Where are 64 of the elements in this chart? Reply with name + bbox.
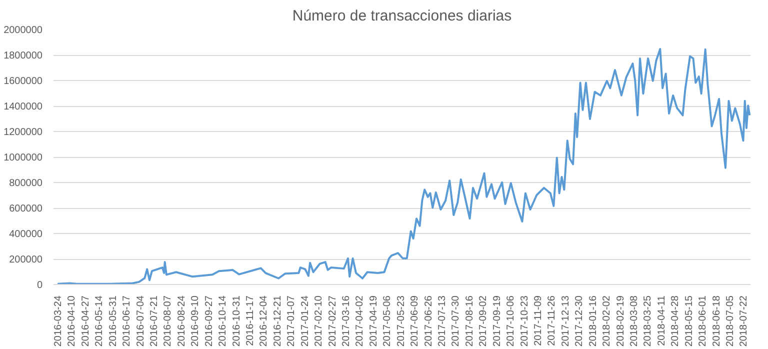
x-tick-label: 2018-03-08: [629, 295, 640, 347]
x-tick-label: 2016-05-31: [108, 295, 119, 347]
y-tick-label: 2000000: [4, 25, 43, 36]
x-tick-label: 2016-06-17: [122, 295, 133, 347]
x-tick-label: 2016-10-14: [218, 295, 229, 347]
x-tick-label: 2017-11-09: [533, 295, 544, 346]
x-tick-label: 2016-07-04: [135, 295, 146, 347]
x-tick-label: 2017-07-13: [437, 295, 448, 347]
x-tick-label: 2017-01-07: [286, 295, 298, 347]
x-tick-label: 2017-03-16: [341, 295, 352, 347]
x-tick-label: 2017-06-09: [410, 295, 421, 347]
x-tick-label: 2016-12-04: [258, 295, 270, 347]
x-tick-label: 2016-09-10: [190, 295, 202, 347]
x-tick-label: 2017-12-13: [560, 295, 572, 347]
y-tick-label: 600000: [9, 204, 43, 214]
y-tick-label: 800000: [9, 178, 43, 189]
x-tick-label: 2017-06-26: [423, 295, 434, 347]
y-tick-label: 1400000: [4, 102, 43, 112]
x-tick-label: 2016-04-10: [66, 295, 78, 347]
x-tick-label: 2018-07-22: [738, 295, 750, 347]
x-tick-label: 2018-06-18: [711, 295, 722, 347]
x-tick-label: 2016-10-31: [231, 295, 242, 347]
y-tick-label: 200000: [9, 254, 43, 266]
x-tick-label: 2016-05-14: [94, 295, 106, 347]
x-tick-label: 2018-04-11: [656, 295, 668, 346]
x-tick-label: 2017-04-19: [368, 295, 380, 347]
x-tick-label: 2017-04-02: [354, 295, 366, 347]
x-tick-label: 2017-05-23: [396, 295, 407, 347]
y-tick-label: 1200000: [4, 127, 43, 138]
x-tick-label: 2018-02-19: [615, 295, 626, 347]
x-tick-label: 2017-09-19: [492, 295, 503, 347]
x-tick-label: 2018-06-01: [698, 295, 709, 347]
y-tick-label: 1600000: [4, 76, 43, 87]
y-tick-label: 1800000: [4, 50, 43, 62]
x-tick-label: 2016-08-07: [162, 295, 174, 347]
x-tick-label: 2018-07-05: [725, 295, 736, 347]
chart-title: Número de transacciones diarias: [292, 8, 512, 24]
x-tick-label: 2016-04-27: [80, 295, 92, 347]
x-tick-label: 2018-05-15: [684, 295, 695, 347]
x-tick-label: 2016-07-21: [149, 295, 160, 347]
x-tick-label: 2018-04-28: [670, 295, 682, 347]
x-tick-label: 2017-09-02: [478, 295, 490, 347]
x-tick-label: 2016-08-24: [176, 295, 188, 347]
x-tick-label: 2016-09-27: [204, 295, 215, 347]
x-tick-label: 2017-12-30: [574, 295, 586, 347]
line-series: [56, 48, 750, 284]
x-tick-label: 2017-02-27: [327, 295, 338, 347]
y-tick-label: 400000: [9, 229, 43, 240]
x-tick-label: 2017-02-10: [314, 295, 325, 347]
x-tick-label: 2016-11-17: [245, 295, 256, 346]
y-tick-label: 0: [36, 280, 43, 291]
y-tick-label: 1000000: [4, 152, 43, 164]
x-tick-label: 2017-11-26: [546, 295, 558, 346]
x-tick-label: 2017-01-24: [300, 295, 311, 347]
x-tick-label: 2016-12-21: [272, 295, 284, 347]
x-tick-label: 2017-05-06: [382, 295, 394, 347]
x-tick-label: 2017-10-06: [506, 295, 517, 347]
x-tick-label: 2017-08-16: [464, 295, 476, 347]
x-tick-label: 2016-03-24: [53, 295, 64, 347]
x-tick-label: 2017-10-23: [519, 295, 530, 347]
x-tick-label: 2018-02-02: [602, 295, 613, 347]
x-tick-label: 2018-01-16: [588, 295, 599, 347]
x-tick-label: 2018-03-25: [642, 295, 654, 347]
x-tick-label: 2017-07-30: [450, 295, 462, 347]
